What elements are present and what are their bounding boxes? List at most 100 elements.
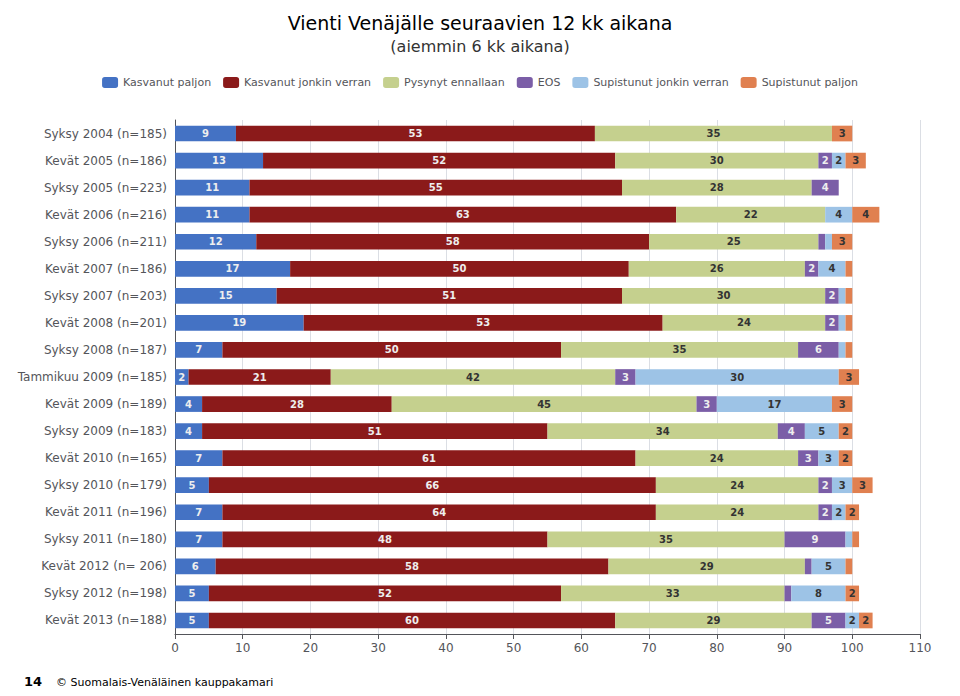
svg-text:Syksy 2006 (n=211): Syksy 2006 (n=211) xyxy=(44,235,167,249)
svg-text:0: 0 xyxy=(171,641,179,655)
svg-text:5: 5 xyxy=(188,588,195,599)
svg-text:26: 26 xyxy=(710,263,724,274)
svg-text:50: 50 xyxy=(385,344,399,355)
svg-text:5: 5 xyxy=(825,561,832,572)
svg-text:Kevät 2008 (n=201): Kevät 2008 (n=201) xyxy=(45,316,167,330)
svg-text:2: 2 xyxy=(828,290,835,301)
svg-text:53: 53 xyxy=(408,128,422,139)
svg-text:110: 110 xyxy=(909,641,932,655)
svg-text:66: 66 xyxy=(425,480,439,491)
svg-text:3: 3 xyxy=(845,372,852,383)
svg-text:20: 20 xyxy=(303,641,318,655)
svg-text:11: 11 xyxy=(205,209,219,220)
svg-text:30: 30 xyxy=(371,641,386,655)
svg-text:17: 17 xyxy=(767,399,781,410)
svg-text:3: 3 xyxy=(839,480,846,491)
svg-text:7: 7 xyxy=(195,344,202,355)
svg-text:2: 2 xyxy=(828,317,835,328)
svg-text:Kevät 2011 (n=196): Kevät 2011 (n=196) xyxy=(45,505,167,519)
svg-text:Kevät 2012 (n= 206): Kevät 2012 (n= 206) xyxy=(41,559,167,573)
svg-text:2: 2 xyxy=(842,453,849,464)
svg-text:Syksy 2007 (n=203): Syksy 2007 (n=203) xyxy=(44,289,167,303)
svg-text:3: 3 xyxy=(852,155,859,166)
svg-text:Kevät 2005 (n=186): Kevät 2005 (n=186) xyxy=(45,154,167,168)
svg-text:2: 2 xyxy=(842,426,849,437)
svg-text:Syksy 2012 (n=198): Syksy 2012 (n=198) xyxy=(44,586,167,600)
svg-text:9: 9 xyxy=(202,128,209,139)
svg-text:Syksy 2004 (n=185): Syksy 2004 (n=185) xyxy=(44,127,167,141)
svg-text:2: 2 xyxy=(808,263,815,274)
svg-text:(aiemmin 6 kk aikana): (aiemmin 6 kk aikana) xyxy=(390,37,569,56)
svg-text:3: 3 xyxy=(805,453,812,464)
svg-text:35: 35 xyxy=(659,534,673,545)
svg-text:EOS: EOS xyxy=(538,76,561,89)
svg-text:Syksy 2009 (n=183): Syksy 2009 (n=183) xyxy=(44,424,167,438)
svg-text:13: 13 xyxy=(212,155,226,166)
svg-text:Syksy 2005 (n=223): Syksy 2005 (n=223) xyxy=(44,181,167,195)
svg-text:9: 9 xyxy=(812,534,819,545)
svg-text:5: 5 xyxy=(825,615,832,626)
svg-text:2: 2 xyxy=(822,480,829,491)
svg-text:Kevät 2007 (n=186): Kevät 2007 (n=186) xyxy=(45,262,167,276)
svg-text:17: 17 xyxy=(226,263,240,274)
svg-text:40: 40 xyxy=(438,641,453,655)
svg-text:3: 3 xyxy=(859,480,866,491)
svg-text:4: 4 xyxy=(822,182,829,193)
svg-text:58: 58 xyxy=(405,561,419,572)
svg-text:24: 24 xyxy=(710,453,724,464)
svg-text:Kevät 2006 (n=216): Kevät 2006 (n=216) xyxy=(45,208,167,222)
svg-text:4: 4 xyxy=(828,263,835,274)
svg-text:11: 11 xyxy=(205,182,219,193)
svg-text:22: 22 xyxy=(744,209,758,220)
svg-text:28: 28 xyxy=(710,182,724,193)
svg-text:60: 60 xyxy=(574,641,589,655)
svg-text:51: 51 xyxy=(368,426,382,437)
svg-text:2: 2 xyxy=(862,615,869,626)
svg-text:Syksy 2011 (n=180): Syksy 2011 (n=180) xyxy=(44,532,167,546)
svg-text:3: 3 xyxy=(622,372,629,383)
svg-text:64: 64 xyxy=(432,507,446,518)
svg-text:6: 6 xyxy=(192,561,199,572)
svg-text:5: 5 xyxy=(188,615,195,626)
svg-text:45: 45 xyxy=(537,399,551,410)
svg-text:5: 5 xyxy=(188,480,195,491)
svg-text:52: 52 xyxy=(432,155,446,166)
svg-text:2: 2 xyxy=(835,155,842,166)
svg-text:7: 7 xyxy=(195,453,202,464)
svg-text:Vienti Venäjälle seuraavien 12: Vienti Venäjälle seuraavien 12 kk aikana xyxy=(288,12,673,34)
svg-text:55: 55 xyxy=(429,182,443,193)
svg-text:2: 2 xyxy=(835,507,842,518)
svg-text:34: 34 xyxy=(656,426,670,437)
svg-text:29: 29 xyxy=(700,561,714,572)
svg-text:2: 2 xyxy=(178,372,185,383)
svg-text:Kevät 2010 (n=165): Kevät 2010 (n=165) xyxy=(45,451,167,465)
svg-text:2: 2 xyxy=(849,507,856,518)
svg-text:90: 90 xyxy=(777,641,792,655)
svg-text:Syksy 2008 (n=187): Syksy 2008 (n=187) xyxy=(44,343,167,357)
svg-text:24: 24 xyxy=(730,480,744,491)
svg-text:53: 53 xyxy=(476,317,490,328)
svg-text:50: 50 xyxy=(452,263,466,274)
svg-text:2: 2 xyxy=(849,588,856,599)
svg-text:5: 5 xyxy=(818,426,825,437)
svg-text:Supistunut jonkin verran: Supistunut jonkin verran xyxy=(593,76,728,89)
svg-text:3: 3 xyxy=(839,236,846,247)
svg-text:3: 3 xyxy=(839,399,846,410)
svg-text:© Suomalais-Venäläinen kauppak: © Suomalais-Venäläinen kauppakamari xyxy=(56,676,273,689)
svg-text:Supistunut paljon: Supistunut paljon xyxy=(762,76,858,89)
svg-text:Pysynyt ennallaan: Pysynyt ennallaan xyxy=(404,76,505,89)
svg-text:30: 30 xyxy=(710,155,724,166)
svg-text:63: 63 xyxy=(456,209,470,220)
svg-text:7: 7 xyxy=(195,507,202,518)
svg-text:Syksy 2010 (n=179): Syksy 2010 (n=179) xyxy=(44,478,167,492)
svg-text:2: 2 xyxy=(822,155,829,166)
svg-text:3: 3 xyxy=(703,399,710,410)
svg-text:4: 4 xyxy=(862,209,869,220)
svg-text:52: 52 xyxy=(378,588,392,599)
svg-text:28: 28 xyxy=(290,399,304,410)
svg-text:Kevät 2013 (n=188): Kevät 2013 (n=188) xyxy=(45,613,167,627)
svg-text:6: 6 xyxy=(815,344,822,355)
svg-text:4: 4 xyxy=(788,426,795,437)
svg-text:10: 10 xyxy=(235,641,250,655)
svg-text:15: 15 xyxy=(219,290,233,301)
